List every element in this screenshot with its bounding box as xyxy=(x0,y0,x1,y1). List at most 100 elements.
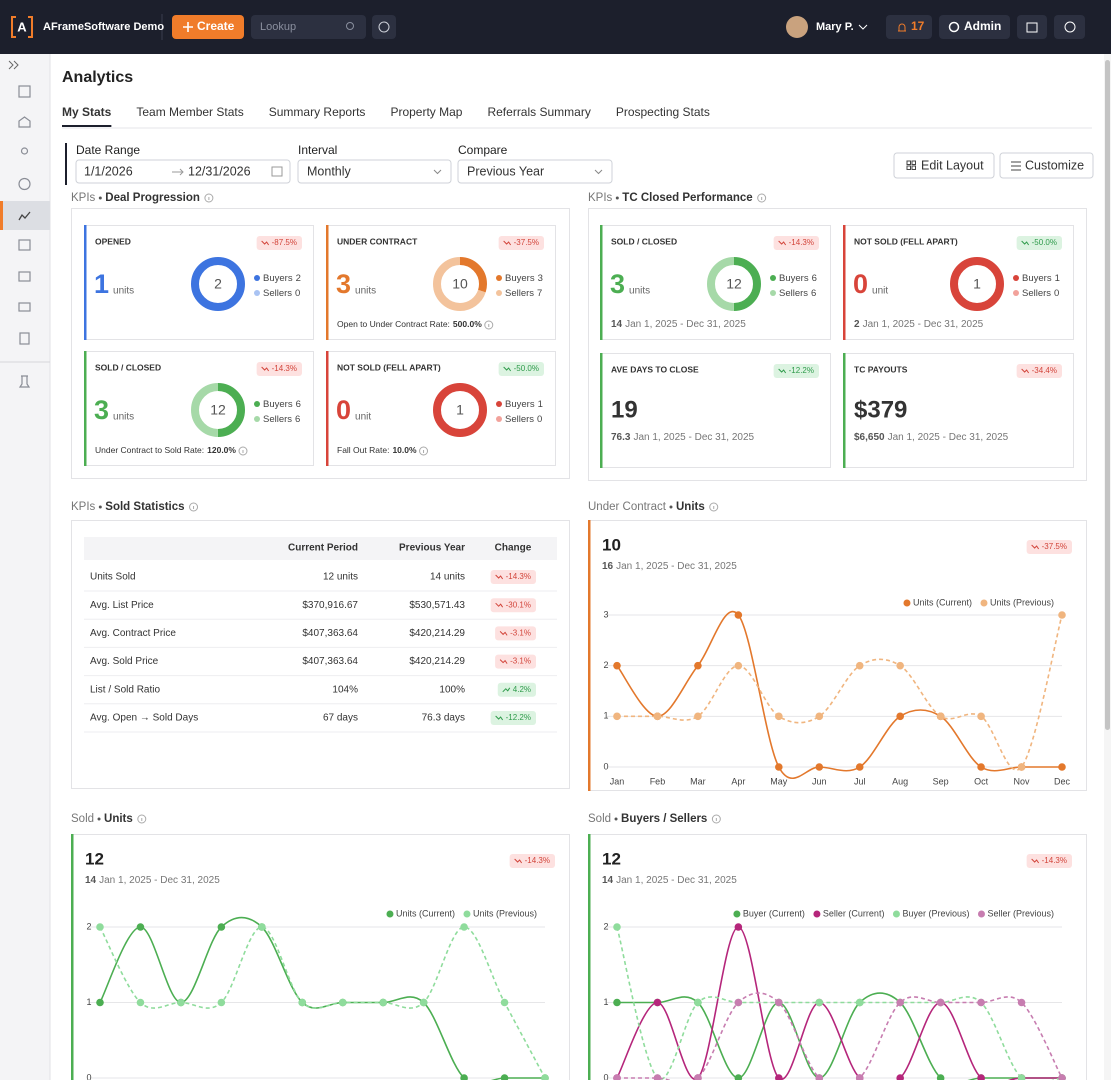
legend-label: Buyers 6 xyxy=(263,399,301,410)
data-point xyxy=(258,923,266,931)
button-label[interactable]: Edit Layout xyxy=(921,158,984,172)
section-title: Deal Progression xyxy=(105,192,200,204)
kpi-value: 0 xyxy=(336,395,351,425)
gift-button[interactable] xyxy=(1017,15,1047,39)
data-point xyxy=(815,998,824,1007)
data-point xyxy=(855,763,864,771)
data-point xyxy=(694,1074,702,1080)
change-badge xyxy=(490,570,536,584)
legend-value: 0 xyxy=(295,288,300,299)
search-box[interactable] xyxy=(251,15,366,39)
notifications-button[interactable] xyxy=(886,15,932,39)
button-label[interactable]: Customize xyxy=(1025,158,1084,172)
admin-button[interactable] xyxy=(939,15,1010,39)
interval-select[interactable] xyxy=(297,159,452,184)
legend-label: Buyers 2 xyxy=(263,273,301,284)
nav-icon[interactable] xyxy=(18,177,31,191)
chevron xyxy=(433,169,442,175)
tab[interactable]: Summary Reports xyxy=(269,105,366,119)
legend-value: 6 xyxy=(811,288,816,299)
previous-value: $6,650 xyxy=(854,432,885,443)
donut-segment xyxy=(191,257,245,311)
data-point xyxy=(734,1074,743,1080)
edit-layout-button[interactable] xyxy=(893,152,995,179)
change-badge xyxy=(1026,854,1072,868)
nav-icon[interactable] xyxy=(18,302,31,312)
compare-select[interactable] xyxy=(457,159,613,184)
x-tick-label: Sep xyxy=(933,776,949,786)
series-line xyxy=(616,614,1063,771)
legend-name: Buyers xyxy=(1022,273,1052,284)
data-point xyxy=(298,998,307,1007)
help-button[interactable] xyxy=(1054,15,1085,39)
tab[interactable]: Referrals Summary xyxy=(487,105,590,119)
nav-icon[interactable] xyxy=(19,332,30,345)
data-point xyxy=(136,923,145,931)
panel-accent xyxy=(843,353,846,468)
legend-dot xyxy=(977,910,985,918)
legend-label: Buyers 3 xyxy=(505,273,543,284)
data-point xyxy=(1058,763,1066,771)
data-point xyxy=(1017,1074,1026,1080)
data-point xyxy=(653,1074,662,1080)
tab[interactable]: Team Member Stats xyxy=(136,105,243,119)
notification-count: 17 xyxy=(911,19,925,33)
tab[interactable]: Property Map xyxy=(390,105,462,119)
legend-name: Sellers xyxy=(263,414,292,425)
y-tick-label: 0 xyxy=(86,1072,91,1080)
rate-label: Under Contract to Sold Rate: xyxy=(95,445,204,455)
change-badge xyxy=(1016,236,1062,250)
separator-dot xyxy=(614,817,618,821)
table-header xyxy=(84,537,557,560)
change-badge xyxy=(773,364,819,378)
expand-icon[interactable] xyxy=(8,60,19,70)
nav-icon[interactable] xyxy=(18,375,31,388)
user-chevron xyxy=(858,24,868,30)
nav-icon[interactable] xyxy=(18,239,31,251)
section-kicker: KPIs xyxy=(71,501,96,513)
info-icon xyxy=(419,446,429,456)
cell: 14 units xyxy=(430,572,465,583)
cell: 100% xyxy=(439,684,465,695)
cell: $530,571.43 xyxy=(409,600,465,611)
calendar-icon xyxy=(271,166,283,177)
trend-arrow xyxy=(514,858,523,864)
change-badge-text: -50.0% xyxy=(1032,238,1057,247)
nav-icon[interactable] xyxy=(18,85,31,98)
period: Jan 1, 2025 - Dec 31, 2025 xyxy=(616,875,737,886)
logo-frame xyxy=(11,16,33,38)
y-tick-label: 3 xyxy=(603,609,608,619)
customize-button[interactable] xyxy=(999,152,1094,179)
trend-arrow xyxy=(499,659,508,664)
y-tick-label: 1 xyxy=(86,997,91,1007)
data-point xyxy=(734,661,743,670)
nav-icon[interactable] xyxy=(18,116,31,128)
create-label[interactable]: Create xyxy=(197,19,235,33)
kpi-unit: unit xyxy=(355,412,371,423)
history-button[interactable] xyxy=(372,15,396,39)
nav-icon[interactable] xyxy=(18,211,31,221)
scrollbar-thumb[interactable] xyxy=(1105,60,1110,730)
legend-label: Sellers 0 xyxy=(505,414,542,425)
kpi-unit: units xyxy=(113,412,134,423)
period-text: $6,650 Jan 1, 2025 - Dec 31, 2025 xyxy=(854,432,1009,443)
legend-dot xyxy=(813,910,821,918)
nav-icon[interactable] xyxy=(20,147,29,155)
panel-accent xyxy=(600,225,603,340)
create-button[interactable] xyxy=(172,15,244,39)
legend-dot xyxy=(496,401,502,407)
legend-label: Units (Previous) xyxy=(473,908,537,918)
data-point xyxy=(734,923,743,931)
change-badge-text: -34.4% xyxy=(1032,366,1057,375)
avatar[interactable] xyxy=(786,16,808,38)
data-point xyxy=(775,998,783,1007)
change-badge xyxy=(1016,364,1062,378)
data-point xyxy=(977,712,985,721)
tab[interactable]: Prospecting Stats xyxy=(616,105,710,119)
nav-icon[interactable] xyxy=(18,271,31,282)
user-name[interactable]: Mary P. xyxy=(816,21,854,33)
tab-underline xyxy=(62,125,112,127)
tab[interactable]: My Stats xyxy=(62,105,112,119)
legend-dot xyxy=(770,290,776,296)
kpi-value: $379 xyxy=(854,396,907,423)
